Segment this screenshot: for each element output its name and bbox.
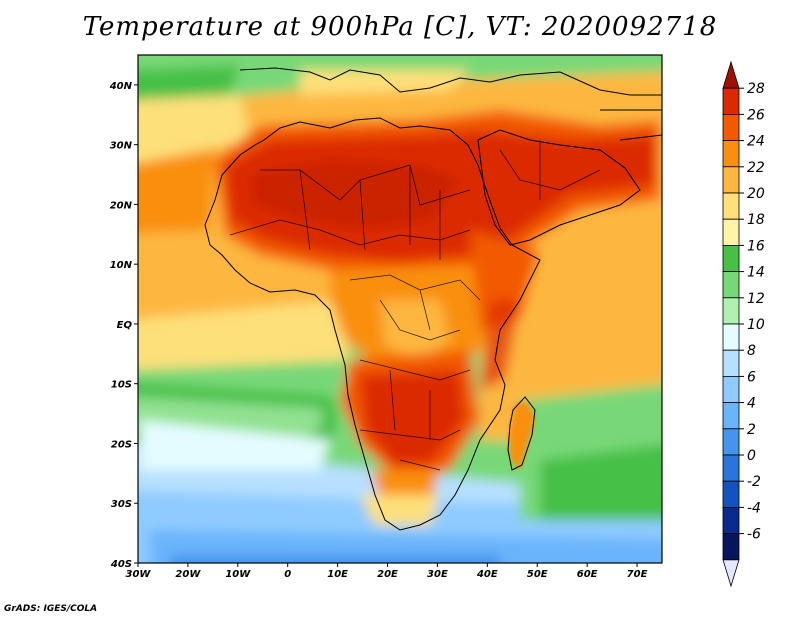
colorbar-label: 28 <box>747 81 765 97</box>
coastlines <box>204 67 662 531</box>
colorbar-swatch <box>722 140 740 168</box>
colorbar-swatch <box>722 192 740 220</box>
colorbar-swatch <box>722 297 740 325</box>
plot-frame <box>137 54 663 564</box>
colorbar-swatch <box>722 428 740 456</box>
lon-tick-label: 50E <box>527 569 548 580</box>
colorbar-label: 22 <box>747 160 765 176</box>
colorbar-swatch <box>722 454 740 482</box>
colorbar-label: 18 <box>747 212 765 228</box>
colorbar-swatch <box>722 271 740 299</box>
colorbar-label: 24 <box>747 134 765 150</box>
colorbar-label: 8 <box>747 343 756 359</box>
colorbar-swatch <box>722 218 740 246</box>
colorbar-swatch <box>722 349 740 377</box>
colorbar-swatch <box>722 375 740 403</box>
colorbar-swatch <box>722 533 740 561</box>
colorbar-swatch <box>722 87 740 115</box>
colorbar-label: 10 <box>747 317 765 333</box>
lat-tick-label: 40N <box>109 81 133 92</box>
colorbar-label: 20 <box>747 186 765 202</box>
lon-tick-label: 40E <box>476 569 498 580</box>
map-title: Temperature at 900hPa [C], VT: 202009271… <box>82 12 718 42</box>
lon-tick-label: 20E <box>377 569 398 580</box>
lon-tick-label: 0 <box>284 569 291 580</box>
colorbar-label: 4 <box>747 396 756 412</box>
lon-tick-label: 10W <box>225 569 251 580</box>
colorbar-label: 0 <box>747 448 756 464</box>
lon-tick-label: 70E <box>627 569 648 580</box>
lon-tick-label: 30W <box>126 569 152 580</box>
colorbar-swatch <box>722 480 740 508</box>
colorbar-swatch <box>722 323 740 351</box>
colorbar-label: 26 <box>747 107 765 123</box>
colorbar-label: 2 <box>747 422 756 438</box>
colorbar-swatch <box>722 506 740 534</box>
colorbar-label: 6 <box>747 369 756 385</box>
colorbar-swatch <box>722 114 740 142</box>
colorbar-top-triangle <box>722 60 740 89</box>
lat-tick-label: 40S <box>110 559 132 570</box>
colorbar-swatch <box>722 166 740 194</box>
lat-tick-label: 30N <box>110 141 133 152</box>
colorbar-label: 16 <box>747 238 765 254</box>
lon-tick-label: 60E <box>577 569 598 580</box>
lon-tick-label: 10E <box>327 569 348 580</box>
country-borders <box>229 140 601 471</box>
lat-tick-label: 10S <box>111 380 132 391</box>
lat-tick-label: 30S <box>111 499 132 510</box>
colorbar-swatch <box>722 402 740 430</box>
lon-tick-label: 30E <box>427 569 448 580</box>
colorbar-label: 14 <box>747 265 765 281</box>
colorbar-swatch <box>722 244 740 272</box>
colorbar-label: -4 <box>747 500 761 516</box>
credit-label: GrADS: IGES/COLA <box>4 604 98 614</box>
colorbar-label: -2 <box>747 474 761 490</box>
colorbar-label: -6 <box>747 527 761 543</box>
colorbar-bottom-triangle <box>722 559 740 588</box>
lat-tick-label: 20N <box>110 200 133 211</box>
lat-tick-label: EQ <box>117 320 133 331</box>
lat-tick-label: 20S <box>111 439 132 450</box>
axis-ticks: 30W 20W 10W 0 10E 20E 30E 40E 50E 60E 70E 40N 30N 20N… <box>109 81 648 580</box>
lat-tick-label: 10N <box>110 260 133 271</box>
colorbar-label: 12 <box>747 291 765 307</box>
lon-tick-label: 20W <box>175 569 201 580</box>
